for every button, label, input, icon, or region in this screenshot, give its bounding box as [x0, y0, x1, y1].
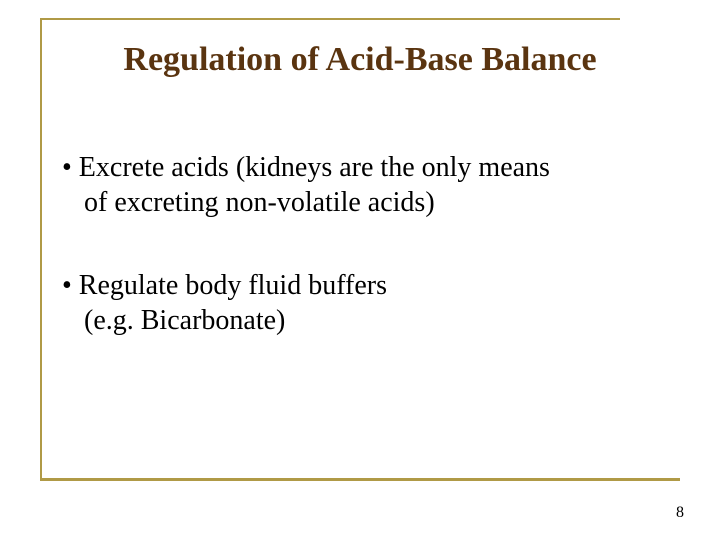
bullet-line: (e.g. Bicarbonate) — [62, 303, 652, 338]
bullet-line: • Regulate body fluid buffers — [62, 268, 652, 303]
bullet-item: • Excrete acids (kidneys are the only me… — [62, 150, 652, 220]
frame-border-bottom — [40, 478, 680, 481]
bullet-line: of excreting non-volatile acids) — [62, 185, 652, 220]
bullet-item: • Regulate body fluid buffers (e.g. Bica… — [62, 268, 652, 338]
slide: Regulation of Acid-Base Balance • Excret… — [0, 0, 720, 540]
slide-body: • Excrete acids (kidneys are the only me… — [62, 150, 652, 386]
slide-title: Regulation of Acid-Base Balance — [80, 40, 640, 81]
page-number: 8 — [676, 504, 684, 522]
frame-border-left — [40, 18, 42, 478]
frame-border-top — [40, 18, 620, 20]
bullet-line: • Excrete acids (kidneys are the only me… — [62, 150, 652, 185]
